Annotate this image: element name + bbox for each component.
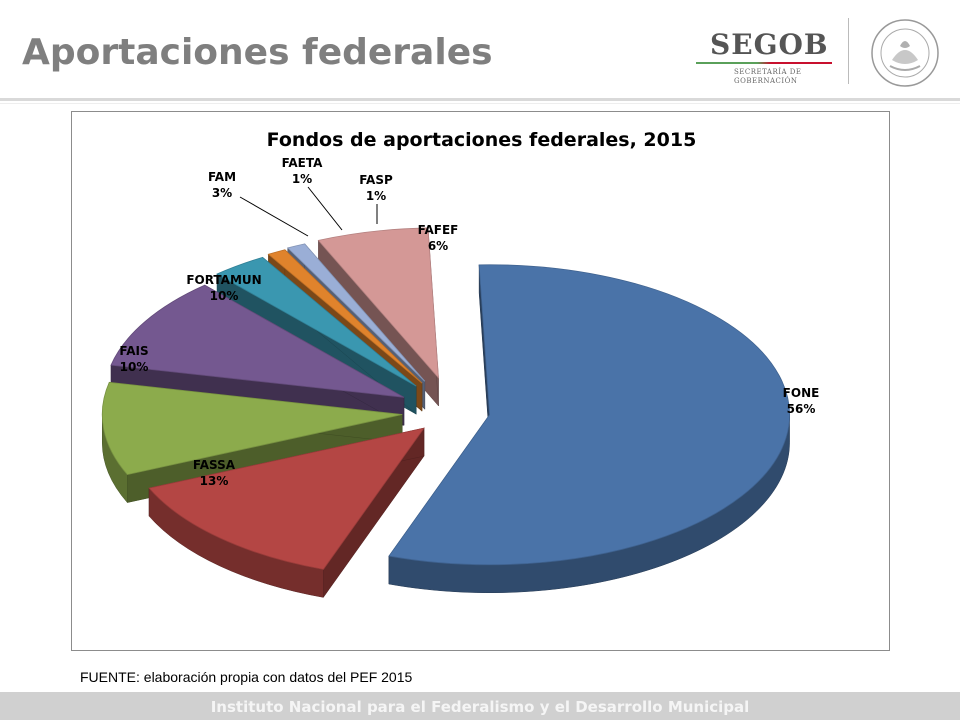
value-label-fam: 3% <box>212 186 232 200</box>
label-fam: FAM <box>208 170 236 184</box>
slide-title: Aportaciones federales <box>22 32 493 73</box>
value-label-faeta: 1% <box>292 172 312 186</box>
label-fortamun: FORTAMUN <box>186 273 261 287</box>
label-faeta: FAETA <box>282 156 324 170</box>
header-divider-thin <box>0 103 960 104</box>
slice-fassa <box>148 427 425 599</box>
logo-separator <box>848 18 849 84</box>
label-fone: FONE <box>783 386 820 400</box>
chart-title: Fondos de aportaciones federales, 2015 <box>266 129 697 151</box>
slice-top-fam <box>216 256 417 387</box>
slice-top-fone <box>388 264 790 566</box>
chart-frame: Fondos de aportaciones federales, 2015 F… <box>71 111 890 651</box>
value-label-fortamun: 10% <box>210 289 239 303</box>
label-fais: FAIS <box>119 344 148 358</box>
slice-fone <box>388 264 790 593</box>
value-label-fassa: 13% <box>200 474 229 488</box>
slice-top-fortamun <box>110 284 405 398</box>
logo-subtitle-line1: SECRETARÍA DE <box>734 68 802 76</box>
leader-line-faeta <box>307 186 343 231</box>
footer-text: Instituto Nacional para el Federalismo y… <box>210 698 750 716</box>
logo-tricolor-line <box>696 62 832 64</box>
segob-logo: SEGOB SECRETARÍA DE GOBERNACIÓN <box>696 28 836 88</box>
logo-wordmark: SEGOB <box>710 28 829 61</box>
leader-line-fam <box>239 196 309 237</box>
source-note: FUENTE: elaboración propia con datos del… <box>80 669 413 685</box>
slice-top-fafef <box>317 227 439 380</box>
value-label-fais: 10% <box>120 360 149 374</box>
header-divider <box>0 98 960 101</box>
slice-top-faeta <box>267 249 423 384</box>
logo-subtitle-line2: GOBERNACIÓN <box>734 77 798 85</box>
label-fasp: FASP <box>359 173 393 187</box>
pie-chart: FONE 56% FASSA 13% FAIS 10% FORTAMUN 10% FAM 3% FA… <box>101 156 820 599</box>
value-label-fafef: 6% <box>428 239 448 253</box>
slice-top-fasp <box>286 243 426 382</box>
value-label-fone: 56% <box>787 402 816 416</box>
footer-bar: Instituto Nacional para el Federalismo y… <box>0 692 960 720</box>
slice-top-fassa <box>148 427 425 570</box>
mexico-seal-icon <box>871 19 939 87</box>
label-fafef: FAFEF <box>418 223 459 237</box>
logo-subtitle: SECRETARÍA DE GOBERNACIÓN <box>734 68 802 86</box>
slice-top-fais <box>101 381 403 476</box>
value-label-fasp: 1% <box>366 189 386 203</box>
label-fassa: FASSA <box>193 458 236 472</box>
